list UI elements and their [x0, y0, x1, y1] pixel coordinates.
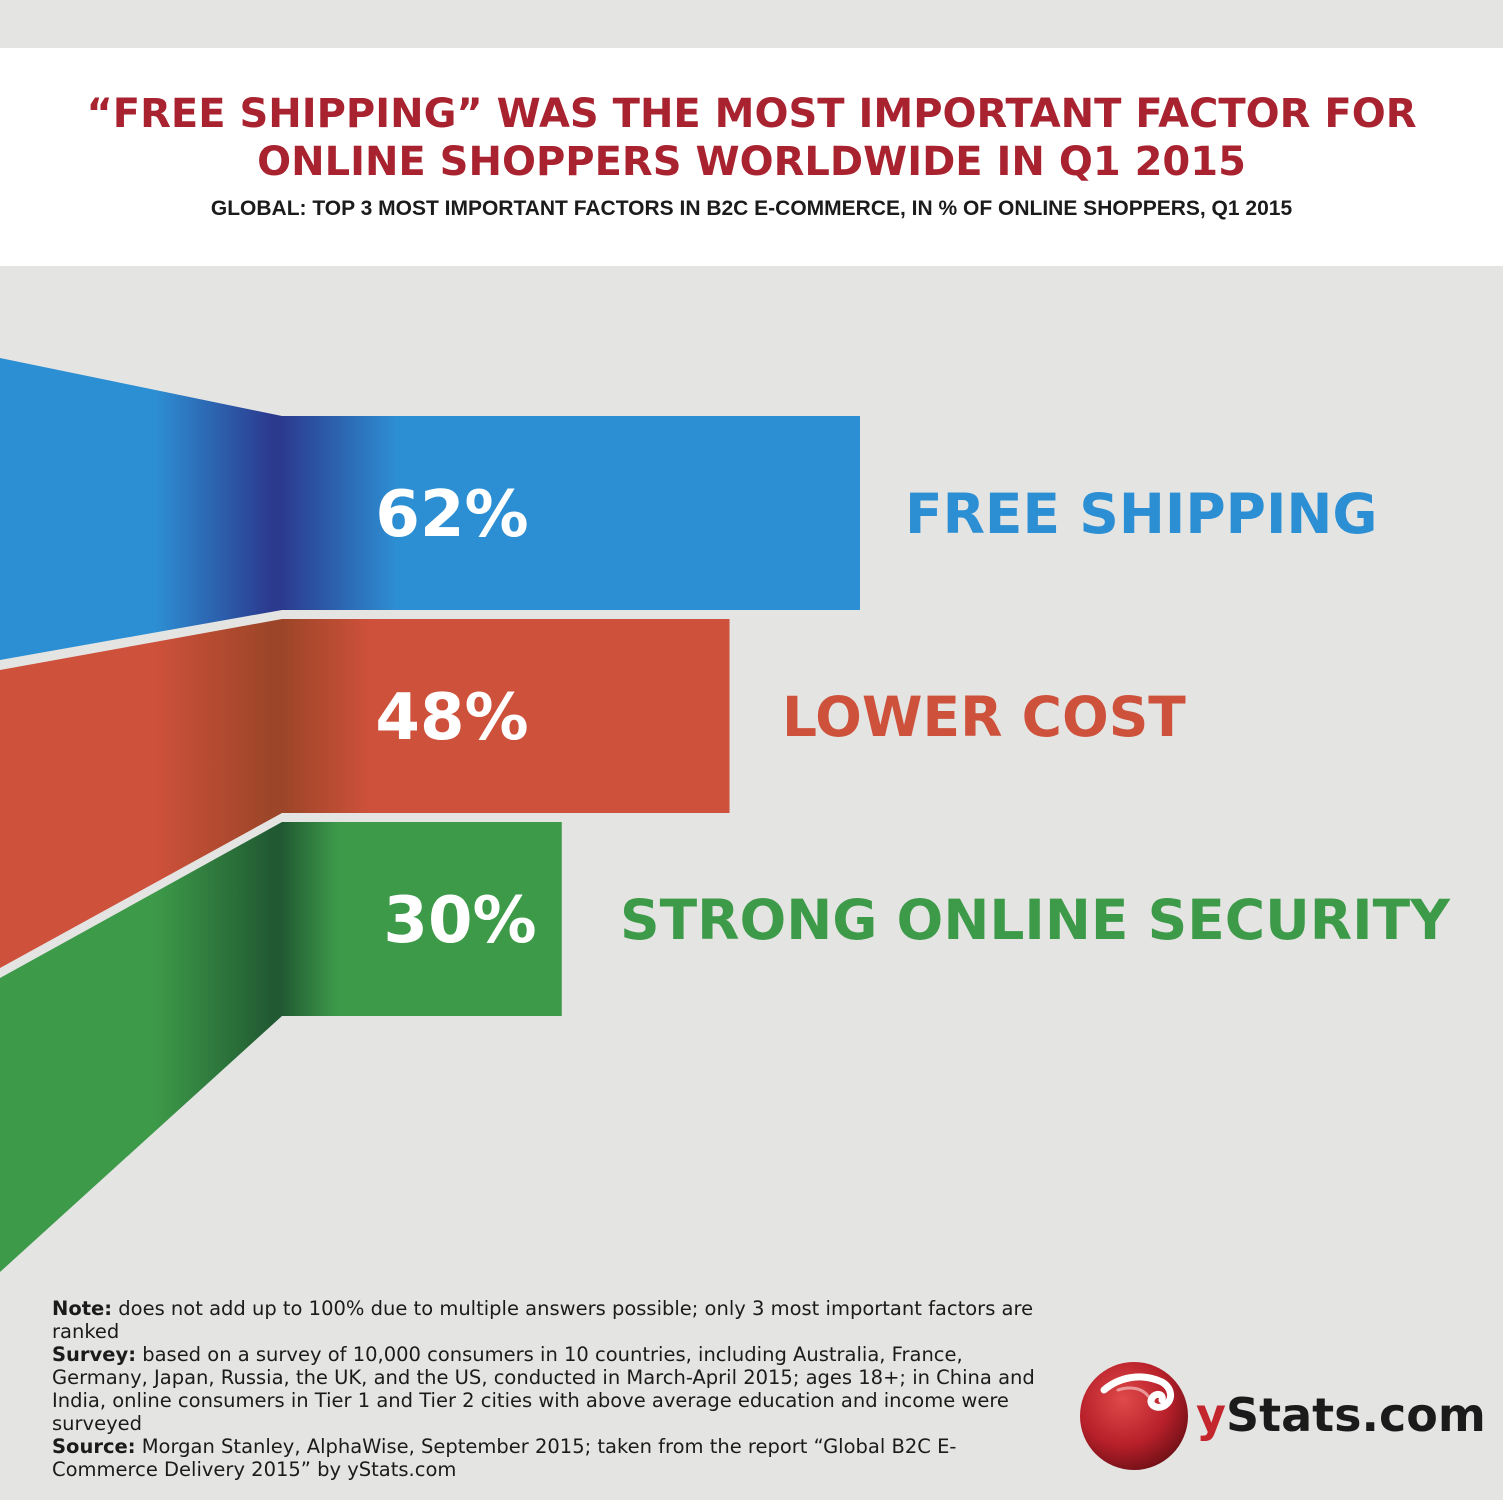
ystats-logo: yStats.com	[1078, 1360, 1488, 1475]
note-text: does not add up to 100% due to multiple …	[52, 1297, 1034, 1343]
category-label-3: STRONG ONLINE SECURITY	[620, 888, 1451, 952]
funnel-ribbon-2	[0, 619, 282, 968]
chart-title-line-2: ONLINE SHOPPERS WORLDWIDE IN Q1 2015	[257, 139, 1246, 185]
bar-1	[282, 416, 860, 610]
logo-text-y: y	[1196, 1388, 1226, 1442]
ystats-logo-text: yStats.com	[1196, 1388, 1486, 1442]
source-text: Morgan Stanley, AlphaWise, September 201…	[52, 1435, 957, 1481]
value-label-1: 62%	[375, 478, 528, 552]
header-panel	[0, 48, 1503, 266]
source-paragraph: Source: Morgan Stanley, AlphaWise, Septe…	[52, 1435, 1042, 1481]
category-label-1: FREE SHIPPING	[905, 482, 1378, 546]
logo-text-rest: Stats.com	[1226, 1388, 1486, 1442]
category-label-2: LOWER COST	[782, 685, 1186, 749]
ystats-logo-mark-icon	[1080, 1362, 1188, 1470]
survey-text: based on a survey of 10,000 consumers in…	[52, 1343, 1035, 1435]
chart-notes: Note: does not add up to 100% due to mul…	[52, 1297, 1042, 1481]
chart-subtitle: GLOBAL: TOP 3 MOST IMPORTANT FACTORS IN …	[210, 197, 1293, 220]
note-paragraph: Note: does not add up to 100% due to mul…	[52, 1297, 1042, 1343]
survey-label: Survey:	[52, 1343, 136, 1366]
value-label-2: 48%	[375, 681, 528, 755]
note-label: Note:	[52, 1297, 113, 1320]
chart-title-line-1: “FREE SHIPPING” WAS THE MOST IMPORTANT F…	[86, 91, 1417, 137]
survey-paragraph: Survey: based on a survey of 10,000 cons…	[52, 1343, 1042, 1435]
source-label: Source:	[52, 1435, 136, 1458]
value-label-3: 30%	[383, 884, 536, 958]
bar-3	[282, 822, 562, 1016]
funnel-ribbon-3	[0, 822, 282, 1272]
bar-2	[282, 619, 730, 813]
chart-title: “FREE SHIPPING” WAS THE MOST IMPORTANT F…	[0, 90, 1503, 186]
funnel-ribbon-1	[0, 358, 282, 660]
